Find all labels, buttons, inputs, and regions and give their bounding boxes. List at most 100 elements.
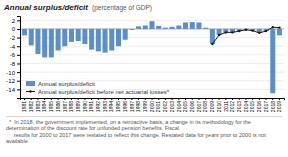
x-tick: 2019	[276, 98, 282, 112]
x-tick-mark	[58, 98, 59, 100]
x-tick-mark	[37, 98, 38, 100]
x-tick: 1983	[35, 98, 41, 112]
x-tick: 2005	[182, 98, 188, 112]
x-tick-label: 2001	[155, 101, 161, 112]
x-tick-mark	[198, 98, 199, 100]
x-tick-label: 2000	[149, 101, 155, 112]
bar	[62, 29, 67, 46]
x-tick-mark	[98, 98, 99, 100]
x-tick: 2003	[169, 98, 175, 112]
x-tick-mark	[178, 98, 179, 100]
y-tick-mark	[17, 29, 20, 30]
point	[272, 26, 274, 28]
marks	[22, 21, 282, 93]
x-tick-label: 1992	[95, 101, 101, 112]
x-tick-label: 1998	[135, 101, 141, 112]
point	[218, 34, 220, 36]
x-tick: 2016	[256, 98, 262, 112]
x-tick-mark	[172, 98, 173, 100]
point	[245, 29, 247, 31]
legend-marker	[29, 90, 31, 92]
x-tick: 2015	[249, 98, 255, 112]
x-tick-label: 2010	[216, 101, 222, 112]
y-tick: -4	[10, 44, 20, 50]
x-tick-label: 1984	[41, 101, 47, 112]
x-tick-label: 2003	[169, 101, 175, 112]
x-tick: 2008	[202, 98, 208, 112]
legend-item: Annual surplus/deficit	[26, 81, 95, 87]
x-tick: 1989	[75, 98, 81, 112]
y-tick-mark	[17, 46, 20, 47]
x-tick: 2007	[196, 98, 202, 112]
bar	[22, 29, 27, 35]
x-tick-mark	[259, 98, 260, 100]
x-tick: 1986	[55, 98, 61, 112]
x-tick: 2013	[236, 98, 242, 112]
bar	[196, 22, 201, 28]
y-tick-mark	[17, 89, 20, 90]
x-tick-mark	[44, 98, 45, 100]
x-tick: 1988	[68, 98, 74, 112]
x-tick-mark	[64, 98, 65, 100]
x-tick: 1990	[82, 98, 88, 112]
grid-line	[20, 54, 284, 55]
x-tick-mark	[266, 98, 267, 100]
x-tick-label: 1999	[142, 101, 148, 112]
x-tick-label: 1996	[122, 101, 128, 112]
bar	[176, 25, 181, 28]
x-tick-mark	[192, 98, 193, 100]
x-tick-mark	[185, 98, 186, 100]
x-tick-mark	[225, 98, 226, 100]
x-tick-mark	[84, 98, 85, 100]
bar-series	[22, 21, 282, 93]
point	[231, 31, 233, 33]
x-tick-mark	[71, 98, 72, 100]
bar	[129, 28, 134, 30]
legend-label: Annual surplus/deficit before net actuar…	[38, 89, 170, 95]
y-tick-mark	[17, 20, 20, 21]
y-tick: -2	[10, 35, 20, 41]
x-tick-mark	[78, 98, 79, 100]
x-tick-label: 2007	[196, 101, 202, 112]
y-axis-line	[17, 17, 21, 99]
x-tick-label: 2011	[223, 101, 229, 112]
y-tick-mark	[17, 55, 20, 56]
x-tick-mark	[31, 98, 32, 100]
x-tick-mark	[232, 98, 233, 100]
x-tick-label: 1997	[129, 101, 135, 112]
legend-swatch	[26, 91, 35, 92]
x-tick: 2009	[209, 98, 215, 112]
bar	[96, 29, 101, 51]
y-tick-label: -14	[6, 87, 15, 93]
x-tick: 2014	[243, 98, 249, 112]
legend-label: Annual surplus/deficit	[38, 81, 95, 87]
bar	[49, 29, 54, 57]
x-tick-mark	[158, 98, 159, 100]
x-tick-mark	[118, 98, 119, 100]
x-tick-mark	[165, 98, 166, 100]
x-tick-label: 2009	[209, 101, 215, 112]
x-tick-mark	[24, 98, 25, 100]
x-tick: 1991	[88, 98, 94, 112]
x-tick: 2004	[176, 98, 182, 112]
bar	[143, 25, 148, 28]
x-tick: 2012	[229, 98, 235, 112]
x-tick-mark	[125, 98, 126, 100]
x-tick: 1996	[122, 98, 128, 112]
point	[225, 31, 227, 33]
y-tick-mark	[17, 81, 20, 82]
x-tick-mark	[245, 98, 246, 100]
bar	[116, 29, 121, 46]
y-tick-label: -6	[10, 52, 16, 58]
x-tick: 2002	[162, 98, 168, 112]
x-tick-mark	[138, 98, 139, 100]
x-tick: 2017	[263, 98, 269, 112]
x-tick-label: 1982	[28, 101, 34, 112]
bar	[156, 26, 161, 29]
y-tick-label: 0	[12, 26, 16, 32]
x-tick-mark	[105, 98, 106, 100]
grid	[20, 20, 284, 89]
subtitle: (percentage of GDP)	[92, 4, 152, 12]
x-tick-label: 2017	[263, 101, 269, 112]
x-tick-label: 2018	[270, 101, 276, 112]
